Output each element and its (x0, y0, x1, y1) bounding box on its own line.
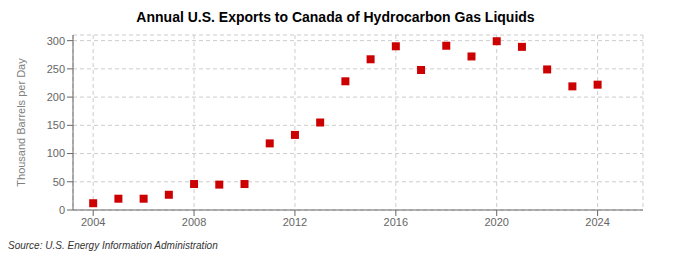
svg-text:200: 200 (47, 91, 65, 103)
html-text:Annual U.S. Exports to Canada: Annual U.S. Exports to Canada of Hydroca… (136, 9, 535, 25)
svg-text:150: 150 (47, 119, 65, 131)
svg-text:0: 0 (59, 204, 65, 216)
svg-text:2008: 2008 (182, 216, 206, 228)
svg-text:2004: 2004 (81, 216, 105, 228)
svg-text:250: 250 (47, 63, 65, 75)
svg-text:2016: 2016 (384, 216, 408, 228)
svg-text:Thousand Barrels per Day: Thousand Barrels per Day (15, 58, 27, 187)
svg-text:100: 100 (47, 147, 65, 159)
svg-text:2012: 2012 (283, 216, 307, 228)
svg-text:2020: 2020 (484, 216, 508, 228)
html-text:Source: U.S. Energy Informatio: Source: U.S. Energy Information Administ… (8, 240, 218, 251)
svg-text:300: 300 (47, 35, 65, 47)
svg-text:50: 50 (53, 176, 65, 188)
svg-text:2024: 2024 (585, 216, 609, 228)
